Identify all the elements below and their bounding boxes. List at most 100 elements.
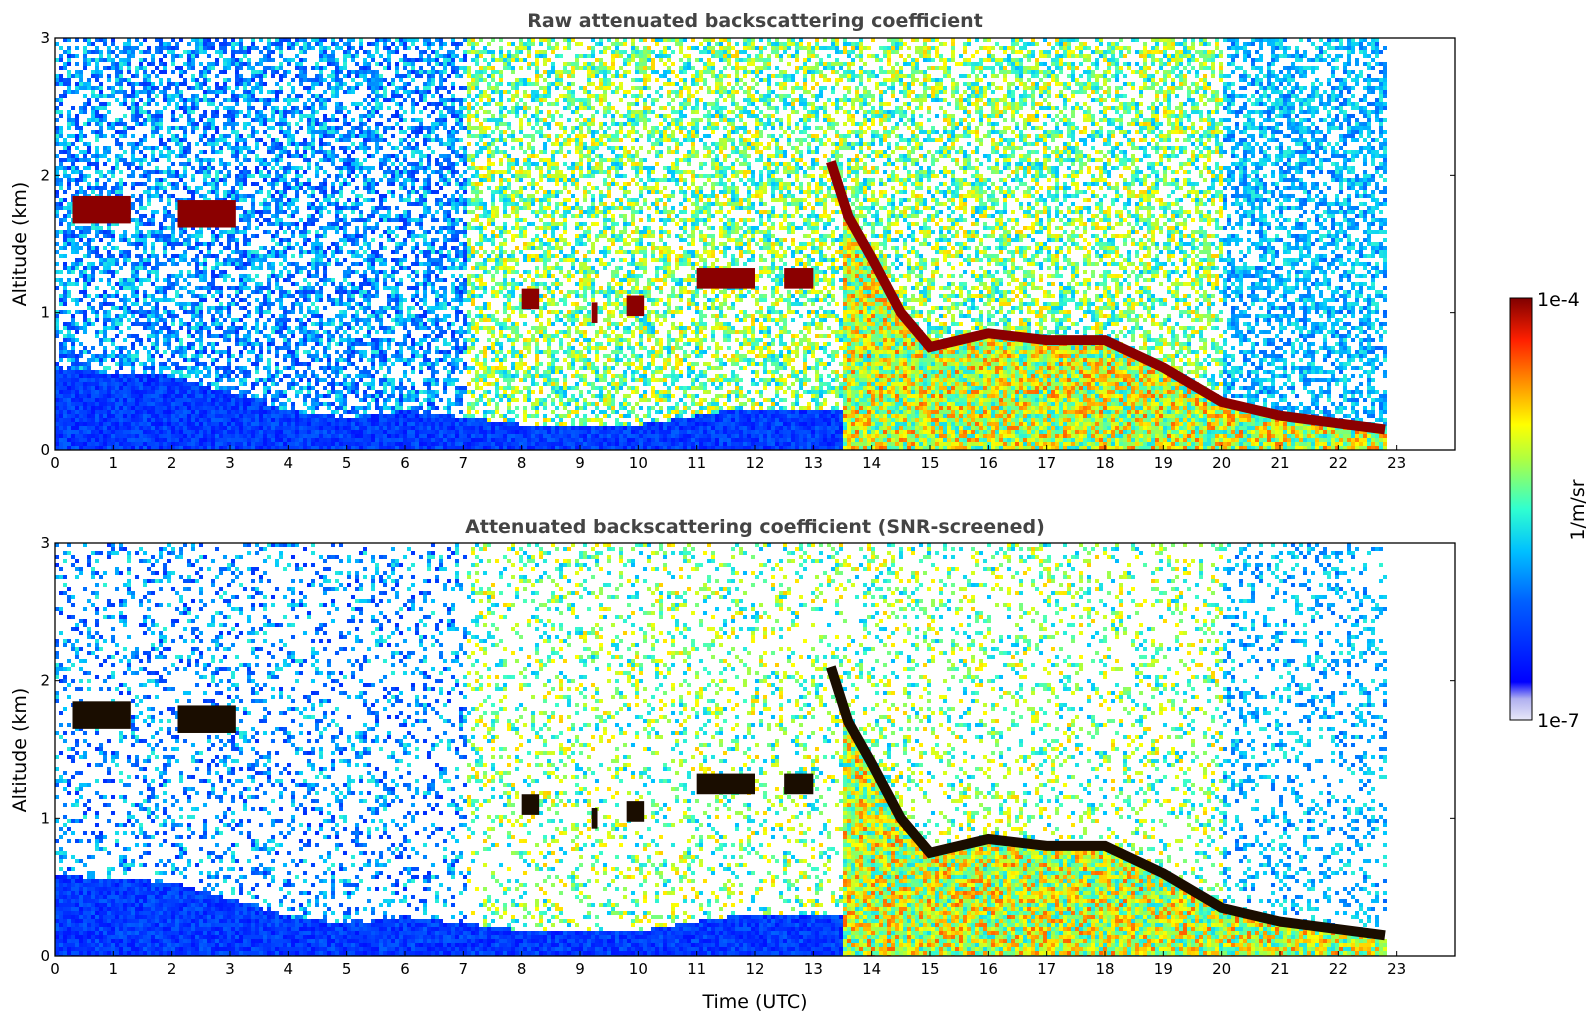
heatmap-cell bbox=[91, 106, 95, 110]
heatmap-cell bbox=[175, 398, 179, 402]
heatmap-cell bbox=[59, 386, 63, 390]
heatmap-cell bbox=[147, 190, 151, 194]
heatmap-cell bbox=[119, 74, 123, 78]
heatmap-cell bbox=[87, 390, 91, 394]
heatmap-cell bbox=[103, 302, 107, 306]
heatmap-cell bbox=[59, 394, 63, 398]
heatmap-cell bbox=[119, 62, 123, 66]
heatmap-cell bbox=[111, 410, 115, 414]
heatmap-cell bbox=[139, 198, 143, 202]
heatmap-cell bbox=[67, 142, 71, 146]
heatmap-cell bbox=[67, 242, 71, 246]
heatmap-cell bbox=[135, 166, 139, 170]
heatmap-cell bbox=[83, 426, 87, 430]
heatmap-cell bbox=[95, 146, 99, 150]
heatmap-cell bbox=[159, 114, 163, 118]
heatmap-cell bbox=[71, 410, 75, 414]
heatmap-cell bbox=[147, 390, 151, 394]
heatmap-cell bbox=[95, 254, 99, 258]
heatmap-cell bbox=[115, 434, 119, 438]
heatmap-cell bbox=[99, 442, 103, 446]
heatmap-cell bbox=[79, 78, 83, 82]
heatmap-cell bbox=[115, 262, 119, 266]
heatmap-cell bbox=[103, 290, 107, 294]
heatmap-cell bbox=[151, 158, 155, 162]
heatmap-cell bbox=[59, 94, 63, 98]
heatmap-cell bbox=[119, 58, 123, 62]
heatmap-cell bbox=[63, 322, 67, 326]
heatmap-cell bbox=[143, 214, 147, 218]
heatmap-cell bbox=[59, 398, 63, 402]
heatmap-cell bbox=[167, 410, 171, 414]
heatmap-cell bbox=[151, 254, 155, 258]
heatmap-cell bbox=[131, 422, 135, 426]
heatmap-cell bbox=[151, 430, 155, 434]
heatmap-cell bbox=[59, 426, 63, 430]
heatmap-cell bbox=[79, 270, 83, 274]
heatmap-cell bbox=[127, 430, 131, 434]
heatmap-cell bbox=[87, 430, 91, 434]
heatmap-cell bbox=[111, 382, 115, 386]
heatmap-cell bbox=[119, 50, 123, 54]
heatmap-cell bbox=[135, 158, 139, 162]
heatmap-cell bbox=[123, 422, 127, 426]
heatmap-cell bbox=[103, 374, 107, 378]
heatmap-cell bbox=[119, 398, 123, 402]
heatmap-cell bbox=[67, 390, 71, 394]
heatmap-cell bbox=[127, 298, 131, 302]
heatmap-cell bbox=[83, 254, 87, 258]
heatmap-cell bbox=[135, 334, 139, 338]
heatmap-cell bbox=[167, 430, 171, 434]
heatmap-cell bbox=[159, 150, 163, 154]
heatmap-cell bbox=[75, 298, 79, 302]
heatmap-cell bbox=[71, 426, 75, 430]
heatmap-cell bbox=[143, 86, 147, 90]
heatmap-cell bbox=[139, 150, 143, 154]
heatmap-cell bbox=[59, 282, 63, 286]
heatmap-cell bbox=[71, 234, 75, 238]
heatmap-cell bbox=[135, 226, 139, 230]
heatmap-cell bbox=[71, 322, 75, 326]
heatmap-cell bbox=[111, 422, 115, 426]
heatmap-cell bbox=[155, 230, 159, 234]
heatmap-cell bbox=[175, 290, 179, 294]
heatmap-cell bbox=[135, 66, 139, 70]
heatmap-cell bbox=[151, 334, 155, 338]
heatmap-cell bbox=[143, 326, 147, 330]
heatmap-cell bbox=[139, 406, 143, 410]
heatmap-cell bbox=[95, 122, 99, 126]
heatmap-cell bbox=[71, 314, 75, 318]
heatmap-cell bbox=[147, 434, 151, 438]
heatmap-cell bbox=[87, 266, 91, 270]
heatmap-cell bbox=[163, 186, 167, 190]
heatmap-cell bbox=[59, 350, 63, 354]
heatmap-cell bbox=[115, 422, 119, 426]
heatmap-cell bbox=[163, 442, 167, 446]
heatmap-cell bbox=[87, 58, 91, 62]
heatmap-cell bbox=[155, 298, 159, 302]
heatmap-cell bbox=[127, 82, 131, 86]
heatmap-cell bbox=[111, 262, 115, 266]
heatmap-cell bbox=[103, 382, 107, 386]
heatmap-cell bbox=[119, 186, 123, 190]
heatmap-cell bbox=[83, 106, 87, 110]
heatmap-cell bbox=[151, 414, 155, 418]
heatmap-cell bbox=[75, 398, 79, 402]
heatmap-cell bbox=[151, 382, 155, 386]
heatmap-cell bbox=[151, 434, 155, 438]
heatmap-cell bbox=[75, 402, 79, 406]
heatmap-cell bbox=[87, 394, 91, 398]
heatmap-cell bbox=[167, 146, 171, 150]
heatmap-cell bbox=[99, 238, 103, 242]
heatmap-cell bbox=[103, 246, 107, 250]
heatmap-cell bbox=[139, 214, 143, 218]
heatmap-cell bbox=[155, 394, 159, 398]
heatmap-cell bbox=[71, 142, 75, 146]
heatmap-cell bbox=[71, 386, 75, 390]
heatmap-cell bbox=[115, 430, 119, 434]
heatmap-cell bbox=[83, 154, 87, 158]
heatmap-cell bbox=[163, 426, 167, 430]
heatmap-cell bbox=[107, 146, 111, 150]
heatmap-cell bbox=[75, 70, 79, 74]
heatmap-cell bbox=[119, 86, 123, 90]
